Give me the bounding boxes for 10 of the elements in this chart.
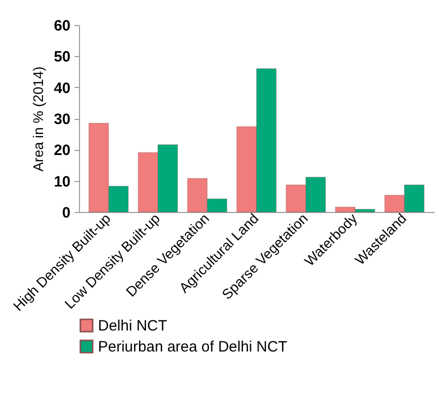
- y-tick-label: 40: [54, 80, 70, 97]
- y-tick-label: 0: [62, 204, 70, 222]
- y-axis-title: Area in % (2014): [30, 66, 46, 172]
- y-tick-label: 10: [54, 173, 70, 190]
- y-tick-label: 60: [54, 18, 70, 34]
- legend-label: Periurban area of Delhi NCT: [98, 338, 288, 356]
- legend-label: Delhi NCT: [98, 318, 168, 334]
- y-tick-label: 50: [54, 48, 70, 66]
- y-tick-label: 30: [54, 111, 70, 128]
- y-tick-label: 20: [54, 142, 70, 160]
